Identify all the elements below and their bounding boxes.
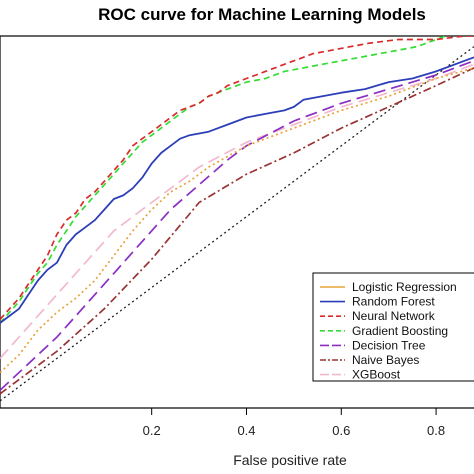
x-tick-label: 0.8 bbox=[427, 423, 445, 438]
legend-label-neural-network: Neural Network bbox=[352, 309, 436, 323]
reference-diagonal-line bbox=[0, 46, 474, 402]
series-line-naive-bayes bbox=[0, 67, 474, 395]
legend-box bbox=[312, 272, 474, 382]
series-line-neural-network bbox=[0, 36, 474, 320]
chart-title: ROC curve for Machine Learning Models bbox=[98, 5, 426, 24]
x-tick-label: 0.6 bbox=[332, 423, 350, 438]
x-tick-label: 0.2 bbox=[143, 423, 161, 438]
plot-frame bbox=[0, 35, 474, 409]
series-line-gradient-boosting bbox=[0, 36, 448, 324]
series-layer bbox=[0, 36, 474, 402]
series-line-decision-tree bbox=[0, 60, 474, 391]
x-tick-label: 0.4 bbox=[237, 423, 255, 438]
legend-label-xgboost: XGBoost bbox=[352, 368, 401, 382]
legend-label-random-forest: Random Forest bbox=[352, 295, 435, 309]
legend-label-naive-bayes: Naive Bayes bbox=[352, 353, 419, 367]
x-axis: 0.2 0.4 0.6 0.8 bbox=[143, 408, 445, 438]
legend-label-logistic-regression: Logistic Regression bbox=[352, 280, 457, 294]
legend-label-gradient-boosting: Gradient Boosting bbox=[352, 324, 448, 338]
series-line-random-forest bbox=[0, 56, 474, 324]
legend-label-decision-tree: Decision Tree bbox=[352, 338, 426, 352]
x-axis-label: False positive rate bbox=[233, 452, 347, 468]
series-line-xgboost bbox=[0, 63, 474, 359]
